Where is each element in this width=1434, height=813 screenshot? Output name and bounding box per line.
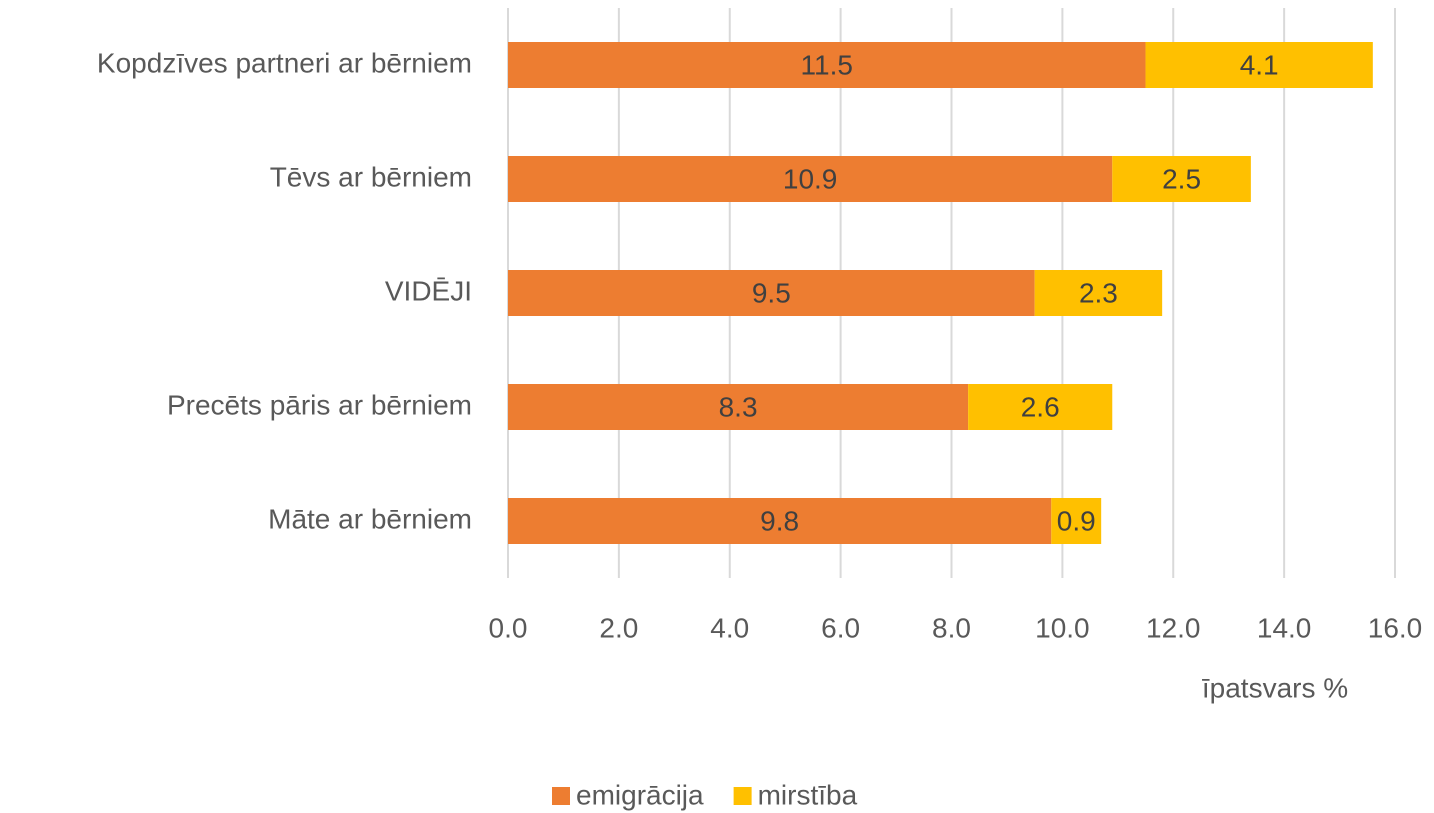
legend-swatch [733,787,752,805]
data-label: 4.1 [1240,49,1279,80]
legend-swatch [552,787,570,805]
y-tick-label: Tēvs ar bērniem [270,161,472,192]
legend-label: mirstība [758,779,858,810]
x-tick-label: 16.0 [1368,612,1423,643]
bar [968,384,1113,430]
data-label: 2.3 [1079,277,1118,308]
bar [1034,270,1163,316]
x-axis-label: īpatsvars % [1202,672,1348,703]
x-tick-label: 2.0 [599,612,638,643]
x-tick-label: 8.0 [932,612,971,643]
x-tick-label: 10.0 [1035,612,1090,643]
x-tick-label: 4.0 [710,612,749,643]
x-tick-label: 6.0 [821,612,860,643]
bar [508,42,1146,88]
x-tick-label: 12.0 [1146,612,1201,643]
bar [1145,42,1373,88]
data-label: 10.9 [783,163,838,194]
data-label: 0.9 [1057,505,1096,536]
data-label: 9.8 [760,505,799,536]
data-label: 8.3 [719,391,758,422]
x-tick-label: 14.0 [1257,612,1312,643]
bar [1051,498,1102,544]
data-label: 2.5 [1162,163,1201,194]
bar [508,498,1052,544]
bar [508,384,969,430]
data-label: 9.5 [752,277,791,308]
y-tick-label: Precēts pāris ar bērniem [167,389,472,420]
legend-label: emigrācija [576,779,704,810]
data-label: 2.6 [1021,391,1060,422]
y-tick-label: Māte ar bērniem [268,503,472,534]
bar [508,156,1113,202]
x-tick-label: 0.0 [489,612,528,643]
bar [1112,156,1251,202]
bar [508,270,1035,316]
y-tick-label: Kopdzīves partneri ar bērniem [97,47,472,78]
data-label: 11.5 [801,49,853,80]
y-tick-label: VIDĒJI [385,275,472,306]
